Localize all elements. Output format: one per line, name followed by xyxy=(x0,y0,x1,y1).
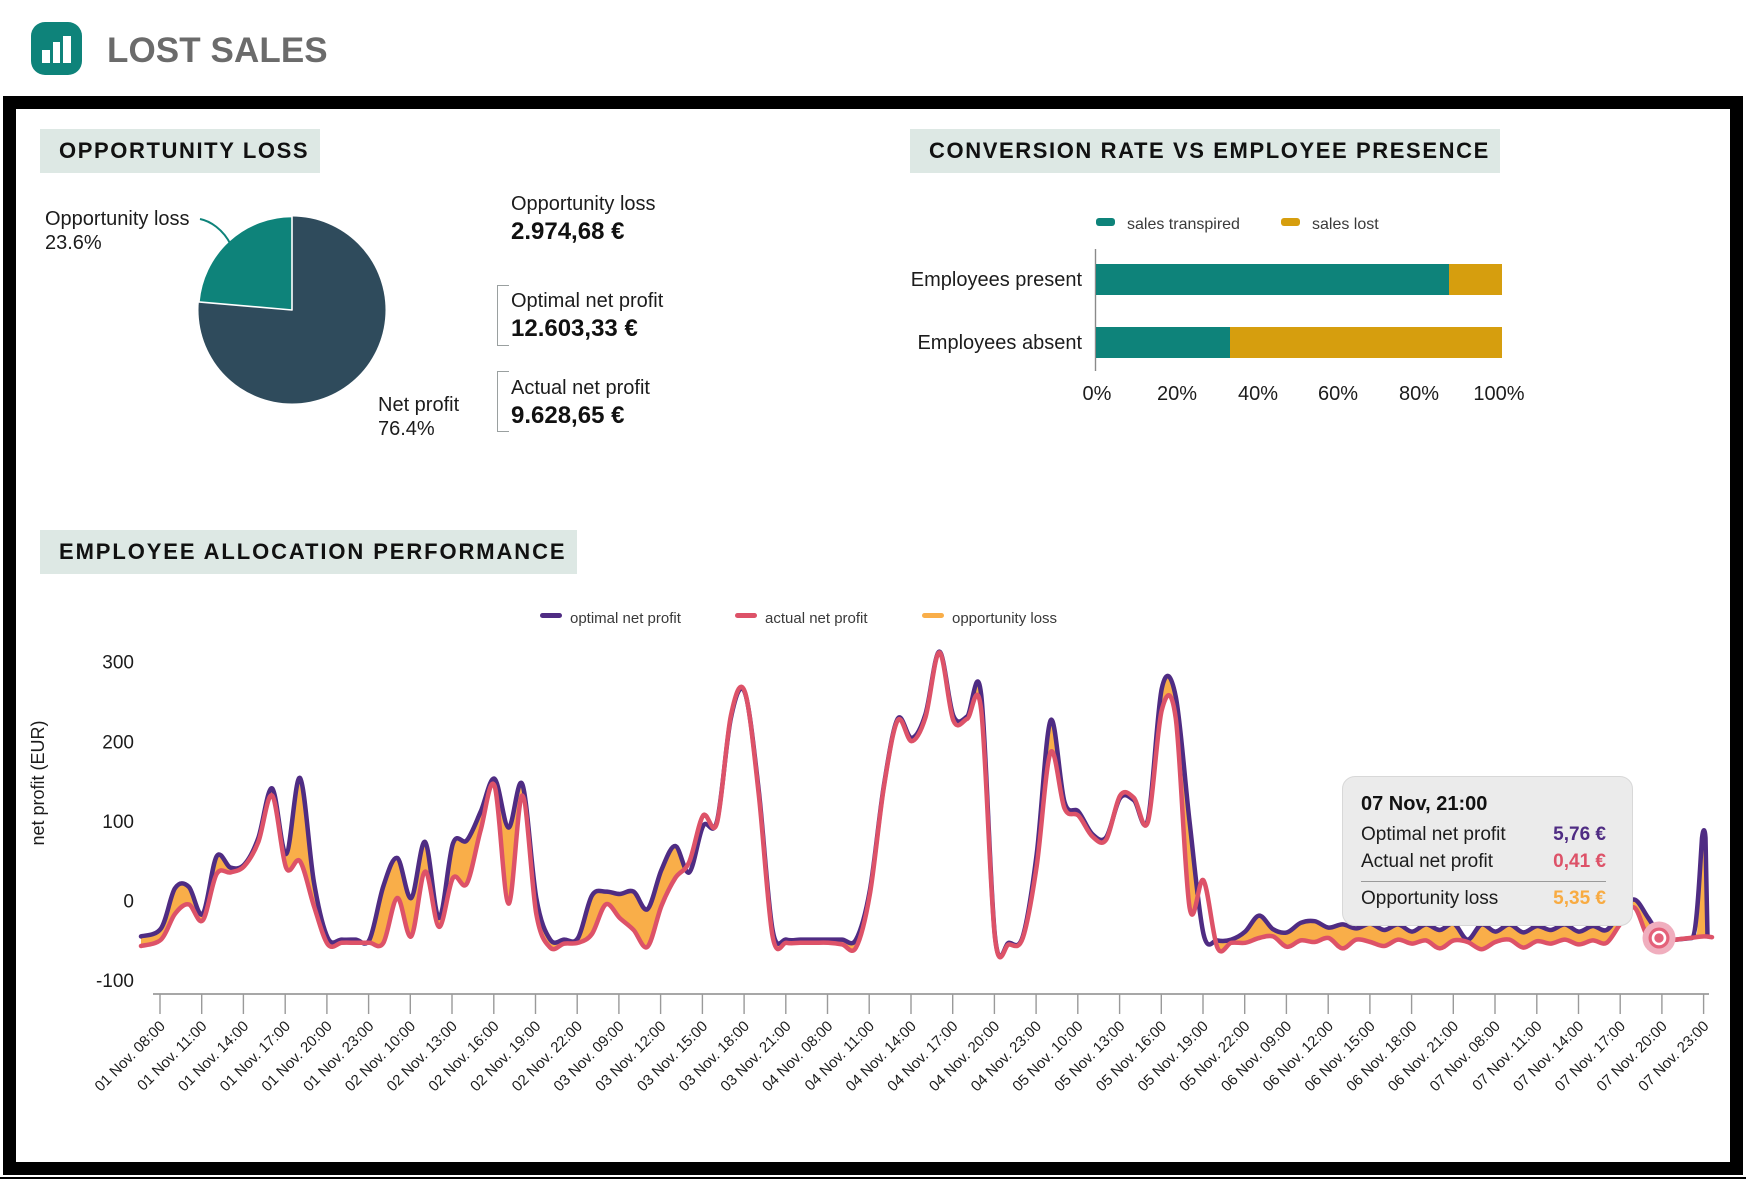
svg-text:100%: 100% xyxy=(1473,383,1524,405)
svg-text:20%: 20% xyxy=(1157,383,1197,405)
svg-text:opportunity loss: opportunity loss xyxy=(952,610,1057,627)
svg-text:net profit (EUR): net profit (EUR) xyxy=(28,720,48,845)
svg-text:01 Nov. 08:00: 01 Nov. 08:00 xyxy=(92,1018,169,1095)
svg-text:200: 200 xyxy=(102,732,134,753)
svg-text:actual net profit: actual net profit xyxy=(765,610,868,627)
svg-text:0%: 0% xyxy=(1083,383,1112,405)
svg-text:Employees absent: Employees absent xyxy=(917,332,1082,354)
svg-text:40%: 40% xyxy=(1238,383,1278,405)
svg-text:optimal net profit: optimal net profit xyxy=(570,610,682,627)
svg-text:100: 100 xyxy=(102,812,134,833)
svg-text:0: 0 xyxy=(123,892,134,913)
svg-text:300: 300 xyxy=(102,653,134,674)
svg-text:60%: 60% xyxy=(1318,383,1358,405)
svg-text:-100: -100 xyxy=(96,971,134,992)
svg-text:sales lost: sales lost xyxy=(1312,216,1379,233)
svg-text:Employees present: Employees present xyxy=(911,269,1083,291)
svg-text:sales transpired: sales transpired xyxy=(1127,216,1240,233)
svg-text:80%: 80% xyxy=(1399,383,1439,405)
